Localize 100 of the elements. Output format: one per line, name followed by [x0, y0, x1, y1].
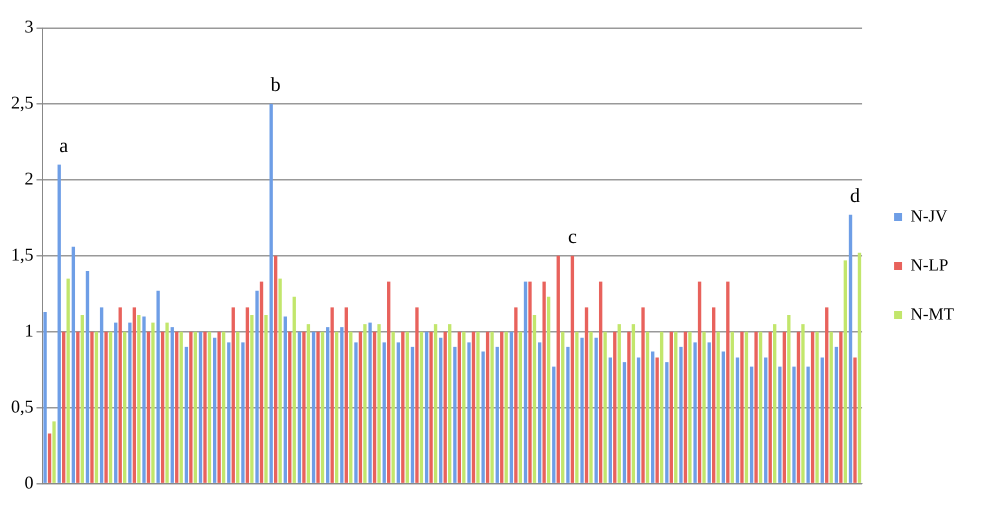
bar [792, 366, 796, 483]
bar [462, 332, 466, 483]
legend-label: N-MT [910, 304, 955, 324]
annotation: a [59, 134, 68, 157]
bar [500, 332, 504, 483]
bar [556, 256, 560, 483]
bar [278, 278, 282, 483]
bar [349, 332, 352, 483]
bar [312, 332, 316, 483]
bar [270, 104, 273, 483]
bar [284, 316, 287, 483]
bar [43, 312, 47, 483]
bar [320, 332, 324, 483]
bar [292, 296, 296, 483]
bar [472, 332, 476, 483]
bar [764, 358, 768, 483]
bar [839, 332, 843, 483]
bar [712, 307, 716, 483]
bar [288, 332, 292, 483]
annotation: d [850, 185, 860, 208]
bar [334, 332, 338, 483]
y-tick-label: 0 [24, 472, 34, 492]
bar [598, 282, 602, 483]
bar [208, 332, 212, 483]
bar [744, 332, 748, 483]
bar [820, 358, 824, 483]
bar [481, 351, 485, 483]
bar [222, 332, 226, 483]
bar [665, 362, 669, 483]
bar [160, 332, 164, 483]
bar [796, 332, 800, 483]
bar [476, 332, 480, 483]
bar [306, 324, 310, 483]
bar [510, 332, 514, 483]
bar [358, 332, 362, 483]
bar [146, 332, 150, 483]
bar [66, 278, 70, 483]
bar [175, 332, 178, 483]
bar [128, 322, 132, 483]
bar [688, 332, 692, 483]
bar [377, 324, 381, 483]
bar [552, 366, 556, 483]
bar [76, 332, 80, 483]
bar [496, 346, 499, 483]
bar [368, 322, 372, 483]
bar [274, 256, 278, 483]
bar [834, 346, 838, 483]
bar [486, 332, 490, 483]
bar [566, 346, 570, 483]
bar [387, 282, 390, 483]
y-tick-label: 3 [24, 16, 34, 37]
bar [801, 324, 805, 483]
bar [594, 338, 598, 483]
bar [453, 346, 457, 483]
bar [636, 358, 640, 483]
bar [123, 332, 126, 483]
bar [250, 315, 254, 483]
bar [246, 307, 250, 483]
bar [330, 307, 334, 483]
bar [627, 332, 631, 483]
bar [391, 332, 395, 483]
bar [740, 332, 744, 483]
legend-label: N-LP [910, 255, 948, 274]
bar [646, 332, 650, 483]
bar [255, 290, 259, 483]
bar [236, 332, 240, 483]
bar [58, 164, 61, 483]
bar [589, 332, 593, 483]
bar [180, 332, 183, 483]
bar [660, 332, 664, 483]
bar [62, 332, 66, 483]
bar [736, 358, 740, 483]
bar [260, 282, 264, 483]
bar [575, 332, 579, 483]
bar [170, 327, 174, 483]
bar [570, 256, 574, 483]
bar [787, 315, 790, 483]
bar [401, 332, 405, 483]
bar [844, 260, 848, 483]
bar [156, 290, 160, 483]
bar [655, 358, 659, 483]
bar [603, 332, 607, 483]
bar [750, 366, 754, 483]
bar [326, 327, 330, 483]
bar [773, 324, 776, 483]
bar [137, 315, 140, 483]
bar [72, 246, 76, 483]
bar [104, 332, 108, 483]
bar [194, 332, 198, 483]
bar [754, 332, 758, 483]
bar [203, 332, 207, 483]
bar [815, 332, 819, 483]
bar [316, 332, 320, 483]
bar [810, 332, 814, 483]
bar [212, 338, 216, 483]
bar [504, 332, 508, 483]
bar [189, 332, 193, 483]
bar [613, 332, 616, 483]
bar [782, 332, 786, 483]
bar [80, 315, 84, 483]
